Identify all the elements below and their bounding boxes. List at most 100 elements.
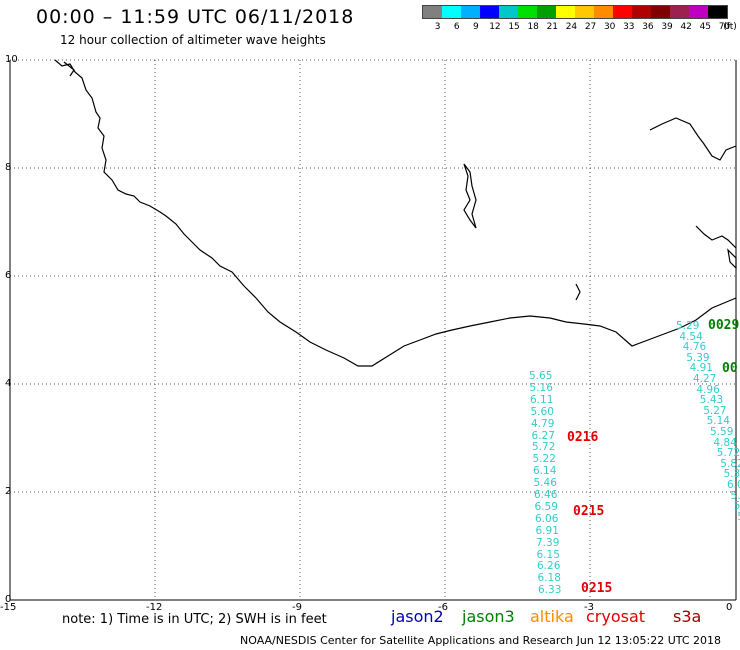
wave-height-label: 5.27	[703, 404, 727, 417]
wave-height-label: 5.16	[529, 381, 553, 394]
scale-label: 18	[527, 22, 539, 32]
legend-item-s3a: s3a	[673, 607, 702, 626]
scale-swatch-6	[537, 6, 556, 18]
scale-label: 3	[434, 22, 441, 32]
page-title: 00:00 – 11:59 UTC 06/11/2018	[36, 6, 355, 28]
y-tick-label: 2	[5, 486, 12, 497]
pass-time-label: 00	[722, 361, 738, 376]
wave-height-label: 5.46	[533, 477, 557, 490]
wave-height-label: 6.11	[530, 393, 554, 406]
wave-height-label: 5.72	[532, 441, 556, 454]
scale-swatch-8	[575, 6, 594, 18]
wave-height-label: 5.29	[676, 320, 700, 332]
wave-height-label: 5.82	[720, 457, 740, 470]
y-tick-label: 0	[5, 594, 12, 605]
wave-height-label: 5.	[730, 489, 740, 502]
scale-swatch-12	[651, 6, 670, 18]
legend-item-jason2: jason2	[391, 607, 444, 626]
wave-height-label: 5.	[733, 500, 740, 513]
wave-height-label: 6.59	[534, 500, 558, 513]
scale-swatch-1	[442, 6, 461, 18]
scale-swatch-10	[613, 6, 632, 18]
scale-swatch-11	[632, 6, 651, 18]
wave-height-label: 6.33	[538, 584, 562, 597]
scale-label: 45	[699, 22, 712, 32]
y-tick-label: 4	[5, 378, 12, 389]
wave-height-label: 5.14	[706, 415, 730, 428]
scale-label: 6	[453, 22, 460, 32]
wave-height-label: 4.76	[682, 341, 707, 354]
pass-time-label: 0029	[708, 318, 740, 333]
scale-swatch-14	[689, 6, 708, 18]
wave-height-label: 5.3	[723, 468, 740, 481]
legend-item-jason3: jason3	[462, 607, 515, 626]
wave-height-label: 5.72	[716, 447, 740, 460]
y-tick-label: 10	[5, 54, 18, 65]
coastline	[54, 59, 737, 367]
wave-height-label: 4.91	[689, 362, 713, 375]
legend-item-altika: altika	[530, 607, 574, 626]
scale-label: 21	[546, 22, 559, 32]
x-tick-label: -9	[292, 602, 302, 613]
scale-label: 27	[584, 22, 597, 32]
wave-height-label: 5.43	[699, 394, 724, 407]
scale-swatch-13	[670, 6, 689, 18]
page-subtitle: 12 hour collection of altimeter wave hei…	[60, 33, 326, 47]
wave-height-label: 6.91	[535, 524, 559, 537]
credit-line: NOAA/NESDIS Center for Satellite Applica…	[240, 634, 722, 647]
scale-label: 33	[623, 22, 635, 32]
wave-height-label: 6.18	[537, 572, 561, 585]
wave-height-label: 4.84	[713, 436, 737, 449]
wave-height-label: 6.46	[534, 489, 558, 501]
scale-swatch-7	[556, 6, 575, 18]
legend-item-cryosat: cryosat	[586, 607, 646, 626]
wave-height-label: 6.27	[531, 429, 555, 442]
wave-height-label: 4.96	[696, 383, 720, 396]
scale-label: 42	[680, 22, 692, 32]
wave-height-label: 5.60	[530, 405, 554, 418]
pass-time-label: 0215	[581, 581, 613, 596]
wave-height-label: 5.22	[532, 453, 556, 466]
wave-height-label: 4.54	[679, 330, 703, 343]
scale-label: 15	[508, 22, 520, 32]
scale-label: 30	[603, 22, 616, 32]
x-tick-label: -15	[0, 602, 17, 613]
wave-height-label: 4.79	[531, 417, 555, 430]
wave-height-label: 7.39	[536, 536, 560, 549]
wave-height-label: 6.14	[533, 465, 557, 478]
x-tick-label: -12	[146, 602, 163, 613]
x-tick-label: -3	[584, 602, 594, 613]
wave-height-label: 5.65	[529, 370, 553, 382]
map-grid	[10, 59, 736, 600]
scale-swatch-4	[499, 6, 518, 18]
scale-swatch-5	[518, 6, 537, 18]
wave-height-label: 6.0	[727, 479, 740, 491]
wave-height-label: 6.15	[536, 548, 560, 561]
wave-height-label: 6.06	[535, 512, 559, 525]
pass-time-label: 0216	[567, 430, 599, 445]
wave-height-label: 6.26	[537, 560, 561, 573]
scale-label: 70	[718, 22, 731, 32]
y-tick-label: 6	[5, 270, 12, 281]
legend-note: note: 1) Time is in UTC; 2) SWH is in fe…	[62, 612, 327, 627]
scale-unit: (ft)	[723, 22, 737, 32]
scale-swatch-9	[594, 6, 613, 18]
wave-height-label: 5.59	[710, 426, 734, 438]
color-scale-bar	[422, 5, 728, 19]
scale-label: 24	[565, 22, 578, 32]
x-tick-label: 0	[726, 602, 733, 613]
scale-label: 9	[472, 22, 479, 32]
scale-swatch-0	[423, 6, 442, 18]
scale-label: 36	[642, 22, 654, 32]
wave-height-label: 4.27	[693, 373, 717, 385]
pass-time-label: 0215	[573, 504, 605, 519]
map-border	[9, 60, 737, 601]
scale-swatch-3	[480, 6, 499, 18]
y-tick-label: 8	[5, 162, 12, 173]
scale-label: 39	[661, 22, 673, 32]
wave-height-label: 5.39	[686, 351, 710, 364]
scale-label: 12	[489, 22, 501, 32]
wave-height-label: 5	[737, 511, 740, 523]
scale-swatch-15	[708, 6, 727, 18]
